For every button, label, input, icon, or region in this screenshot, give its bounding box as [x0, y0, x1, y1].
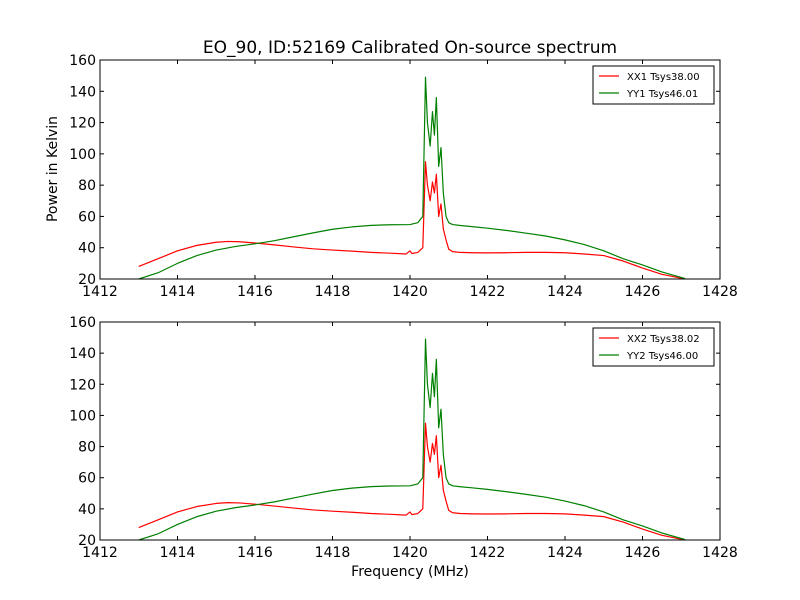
- x-tick-label: 1426: [625, 284, 661, 300]
- y-tick-label: 80: [78, 178, 96, 194]
- x-tick-label: 1424: [547, 545, 583, 561]
- legend-box: [592, 327, 715, 367]
- x-tick-label: 1420: [392, 545, 428, 561]
- y-tick-label: 40: [78, 502, 96, 518]
- x-tick-label: 1420: [392, 284, 428, 300]
- x-tick-label: 1412: [82, 545, 118, 561]
- x-tick-label: 1426: [625, 545, 661, 561]
- x-tick-label: 1412: [82, 284, 118, 300]
- y-tick-label: 40: [78, 241, 96, 257]
- legend-entry-label: YY2 Tsys46.00: [626, 351, 698, 362]
- legend-entry-label: XX1 Tsys38.00: [627, 72, 700, 83]
- series-line-2: [138, 76, 686, 279]
- x-tick-label: 1418: [315, 545, 351, 561]
- y-tick-label: 60: [78, 471, 96, 487]
- x-tick-label: 1422: [470, 545, 506, 561]
- series-line-1: [138, 161, 686, 279]
- legend: XX1 Tsys38.00 YY1 Tsys46.01: [592, 65, 715, 105]
- x-axis-title: Frequency (MHz): [351, 564, 469, 580]
- legend-box: [592, 65, 715, 105]
- y-tick-label: 20: [78, 272, 96, 288]
- y-tick-label: 160: [69, 315, 96, 331]
- y-tick-label: 160: [69, 53, 96, 69]
- y-tick-label: 60: [78, 209, 96, 225]
- panel-bottom: 1412 1414 1416 1418 1420 1422 1424 1426 1428 20 40…: [69, 315, 738, 561]
- series-line-1: [138, 422, 686, 540]
- x-tick-label: 1416: [237, 545, 273, 561]
- x-tick-label: 1414: [160, 284, 196, 300]
- x-tick-label: 1418: [315, 284, 351, 300]
- y-tick-label: 20: [78, 533, 96, 549]
- y-tick-label: 140: [69, 84, 96, 100]
- x-tick-label: 1416: [237, 284, 273, 300]
- legend-entry-label: XX2 Tsys38.02: [627, 334, 700, 345]
- chart-title: EO_90, ID:52169 Calibrated On-source spe…: [203, 38, 617, 58]
- y-tick-label: 100: [69, 408, 96, 424]
- panel-top: 1412 1414 1416 1418 1420 1422 1424 1426 1428 20 40…: [69, 53, 738, 300]
- series-line-2: [138, 338, 686, 540]
- y-tick-label: 100: [69, 147, 96, 163]
- x-tick-label: 1424: [547, 284, 583, 300]
- x-tick-label: 1428: [702, 284, 738, 300]
- y-tick-label: 120: [69, 377, 96, 393]
- y-tick-label: 120: [69, 116, 96, 132]
- x-tick-label: 1414: [160, 545, 196, 561]
- y-tick-label: 140: [69, 346, 96, 362]
- x-tick-label: 1422: [470, 284, 506, 300]
- x-tick-label: 1428: [702, 545, 738, 561]
- y-axis-title: Power in Kelvin: [45, 116, 61, 222]
- y-tick-label: 80: [78, 440, 96, 456]
- legend: XX2 Tsys38.02 YY2 Tsys46.00: [592, 327, 715, 367]
- legend-entry-label: YY1 Tsys46.01: [626, 89, 698, 100]
